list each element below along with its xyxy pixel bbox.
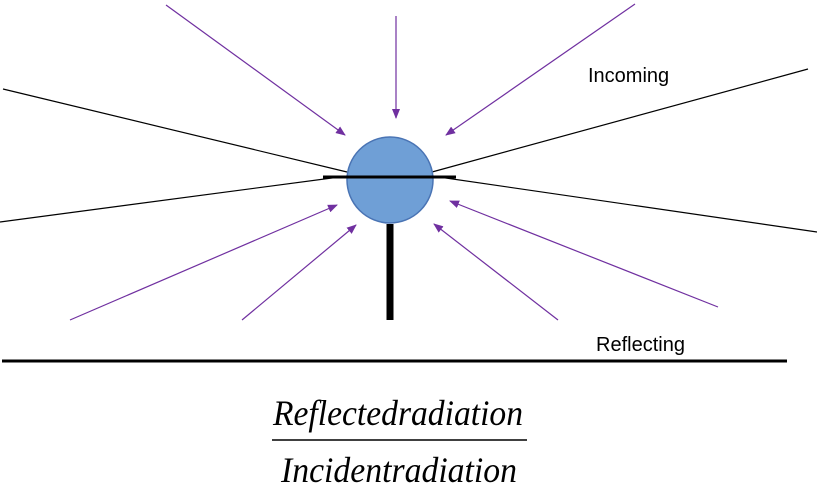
ray-line-lower-left — [0, 175, 348, 223]
ray-line-upper-right — [431, 68, 809, 173]
ray-line-lower-right — [431, 175, 817, 233]
reflected-arrow-far-right — [449, 200, 719, 308]
incoming-arrow-right — [445, 3, 636, 136]
sensor-sphere — [346, 136, 434, 224]
reflected-arrow-far-left — [69, 204, 338, 321]
formula-denominator: Incidentradiation — [280, 450, 517, 490]
ray-line-upper-left — [2, 88, 348, 173]
reflected-arrow-left — [241, 224, 357, 321]
incoming-label: Incoming — [588, 65, 669, 87]
reflecting-label: Reflecting — [596, 334, 685, 356]
incoming-arrow-left — [165, 4, 346, 136]
formula-numerator: Reflectedradiation — [272, 393, 523, 433]
reflected-arrow-right — [433, 223, 559, 321]
